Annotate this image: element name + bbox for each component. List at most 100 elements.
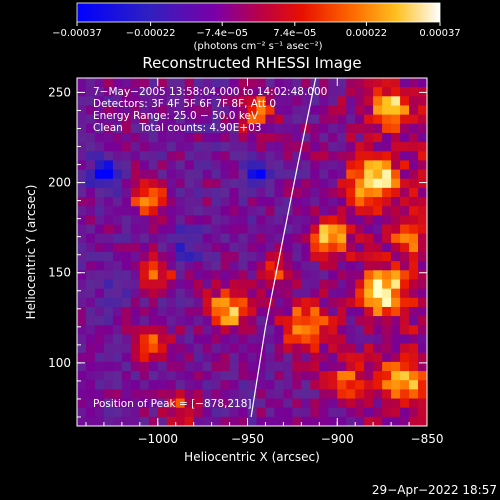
heatmap-cell bbox=[418, 187, 427, 198]
heatmap-cell bbox=[103, 389, 114, 400]
heatmap-cell bbox=[202, 407, 213, 418]
heatmap-cell bbox=[112, 197, 123, 207]
heatmap-cell bbox=[346, 151, 356, 162]
heatmap-cell bbox=[121, 242, 132, 253]
heatmap-cell bbox=[148, 206, 159, 216]
heatmap-cell bbox=[310, 105, 320, 116]
heatmap-cell bbox=[256, 224, 267, 235]
heatmap-cell bbox=[220, 361, 231, 372]
heatmap-cell bbox=[130, 197, 141, 207]
heatmap-cell bbox=[283, 361, 293, 372]
heatmap-cell bbox=[220, 352, 231, 363]
heatmap-cell bbox=[175, 270, 186, 281]
heatmap-cell bbox=[85, 224, 96, 235]
heatmap-cell bbox=[301, 306, 311, 317]
heatmap-cell bbox=[274, 398, 285, 409]
heatmap-cell bbox=[373, 288, 383, 299]
heatmap-cell bbox=[355, 380, 365, 390]
heatmap-cell bbox=[148, 242, 159, 253]
heatmap-cell bbox=[391, 407, 401, 418]
heatmap-cell bbox=[301, 279, 311, 290]
heatmap-cell bbox=[328, 105, 338, 116]
heatmap-cell bbox=[418, 352, 427, 363]
heatmap-cell bbox=[166, 316, 177, 326]
heatmap-cell bbox=[328, 334, 338, 345]
heatmap-cell bbox=[346, 334, 356, 345]
heatmap-cell bbox=[193, 224, 204, 235]
heatmap-cell bbox=[319, 206, 329, 216]
heatmap-cell bbox=[166, 187, 177, 198]
heatmap-cell bbox=[319, 325, 329, 336]
heatmap-cell bbox=[274, 206, 285, 216]
heatmap-cell bbox=[418, 197, 427, 207]
heatmap-cell bbox=[256, 407, 267, 418]
heatmap-cell bbox=[121, 361, 132, 372]
heatmap-cell bbox=[373, 343, 383, 354]
heatmap-cell bbox=[184, 151, 195, 162]
heatmap-cell bbox=[364, 215, 374, 226]
heatmap-cell bbox=[391, 242, 401, 253]
heatmap-cell bbox=[319, 96, 329, 107]
heatmap-cell bbox=[103, 261, 114, 271]
heatmap-cell bbox=[310, 316, 320, 326]
heatmap-cell bbox=[166, 270, 177, 281]
heatmap-cell bbox=[337, 132, 347, 143]
heatmap-cell bbox=[202, 252, 213, 262]
heatmap-cell bbox=[229, 206, 240, 216]
heatmap-cell bbox=[77, 178, 87, 189]
heatmap-cell bbox=[220, 132, 231, 143]
heatmap-cell bbox=[319, 224, 329, 235]
heatmap-cell bbox=[193, 206, 204, 216]
heatmap-cell bbox=[229, 169, 240, 180]
heatmap-cell bbox=[364, 270, 374, 281]
heatmap-cell bbox=[166, 178, 177, 189]
heatmap-cell bbox=[265, 334, 276, 345]
heatmap-cell bbox=[274, 224, 285, 235]
heatmap-cell bbox=[328, 361, 338, 372]
heatmap-cell bbox=[247, 297, 258, 308]
heatmap-cell bbox=[85, 160, 96, 171]
heatmap-cell bbox=[148, 169, 159, 180]
heatmap-cell bbox=[130, 407, 141, 418]
heatmap-cell bbox=[409, 297, 419, 308]
heatmap-cell bbox=[382, 105, 392, 116]
heatmap-cell bbox=[112, 334, 123, 345]
heatmap-cell bbox=[77, 215, 87, 226]
heatmap-cell bbox=[103, 169, 114, 180]
heatmap-cell bbox=[274, 325, 285, 336]
heatmap-cell bbox=[139, 270, 150, 281]
heatmap-cell bbox=[337, 270, 347, 281]
heatmap-cell bbox=[274, 297, 285, 308]
heatmap-cell bbox=[256, 306, 267, 317]
heatmap-cell bbox=[229, 142, 240, 152]
heatmap-cell bbox=[148, 87, 159, 97]
heatmap-cell bbox=[265, 233, 276, 244]
heatmap-cell bbox=[103, 279, 114, 290]
heatmap-cell bbox=[238, 160, 249, 171]
heatmap-cell bbox=[328, 380, 338, 390]
heatmap-cell bbox=[337, 114, 347, 125]
heatmap-cell bbox=[175, 252, 186, 262]
heatmap-cell bbox=[319, 380, 329, 390]
heatmap-cell bbox=[157, 325, 168, 336]
heatmap-cell bbox=[157, 343, 168, 354]
heatmap-cell bbox=[265, 398, 276, 409]
heatmap-cell bbox=[292, 261, 302, 271]
heatmap-cell bbox=[256, 380, 267, 390]
heatmap-cell bbox=[238, 187, 249, 198]
heatmap-cell bbox=[319, 306, 329, 317]
heatmap-cell bbox=[328, 389, 338, 400]
heatmap-cell bbox=[292, 279, 302, 290]
heatmap-cell bbox=[121, 114, 132, 125]
heatmap-cell bbox=[400, 215, 410, 226]
heatmap-cell bbox=[166, 306, 177, 317]
heatmap-cell bbox=[202, 288, 213, 299]
heatmap-cell bbox=[382, 206, 392, 216]
heatmap-cell bbox=[409, 352, 419, 363]
heatmap-cell bbox=[310, 197, 320, 207]
heatmap-cell bbox=[337, 279, 347, 290]
heatmap-cell bbox=[175, 325, 186, 336]
heatmap-cell bbox=[247, 233, 258, 244]
heatmap-cell bbox=[193, 233, 204, 244]
heatmap-cell bbox=[283, 389, 293, 400]
